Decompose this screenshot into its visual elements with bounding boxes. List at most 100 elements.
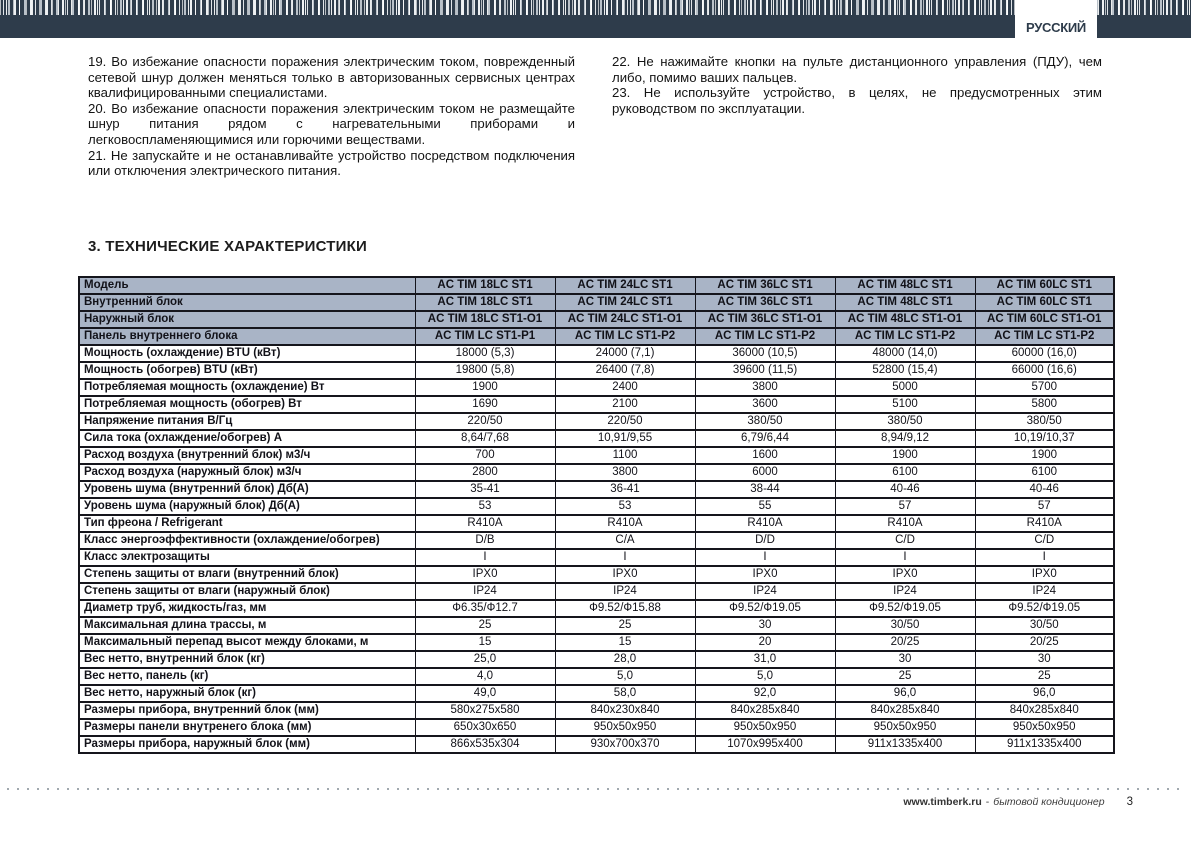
footer-separator: - (985, 796, 990, 808)
spec-value-cell: 53 (414, 497, 556, 516)
spec-value-cell: 5800 (974, 395, 1115, 414)
spec-value-cell: 30/50 (834, 616, 976, 635)
spec-label-cell: Панель внутреннего блока (78, 327, 416, 346)
spec-value-cell: AC TIM 48LC ST1-O1 (834, 310, 976, 329)
spec-value-cell: 950x50x950 (834, 718, 976, 737)
spec-value-cell: 866x535x304 (414, 735, 556, 754)
spec-row: Мощность (обогрев) BTU (кВт) 19800 (5,8) 2… (78, 361, 1115, 380)
spec-value-cell: 60000 (16,0) (974, 344, 1115, 363)
spec-value-cell: 58,0 (554, 684, 696, 703)
spec-value-cell: 96,0 (974, 684, 1115, 703)
instruction-paragraph: 22. Не нажимайте кнопки на пульте дистан… (612, 54, 1102, 85)
spec-value-cell: 49,0 (414, 684, 556, 703)
spec-value-cell: AC TIM 36LC ST1-O1 (694, 310, 836, 329)
spec-label-cell: Вес нетто, наружный блок (кг) (78, 684, 416, 703)
spec-value-cell: I (554, 548, 696, 567)
spec-value-cell: Ф9.52/Ф19.05 (974, 599, 1115, 618)
spec-value-cell: AC TIM 48LC ST1 (834, 276, 976, 295)
spec-row: Степень защиты от влаги (наружный блок) I… (78, 582, 1115, 601)
spec-value-cell: 52800 (15,4) (834, 361, 976, 380)
spec-value-cell: IPX0 (414, 565, 556, 584)
spec-value-cell: 380/50 (974, 412, 1115, 431)
spec-value-cell: 1100 (554, 446, 696, 465)
spec-value-cell: R410A (834, 514, 976, 533)
spec-label-cell: Мощность (охлаждение) BTU (кВт) (78, 344, 416, 363)
spec-table: Модель AC TIM 18LC ST1 AC TIM 24LC ST1 AC T… (78, 276, 1115, 754)
spec-value-cell: 1900 (974, 446, 1115, 465)
spec-row: Размеры прибора, наружный блок (мм) 866x5… (78, 735, 1115, 754)
footer: www.timberk.ru - бытовой кондиционер 3 (903, 796, 1133, 808)
spec-value-cell: 2100 (554, 395, 696, 414)
spec-value-cell: 24000 (7,1) (554, 344, 696, 363)
spec-value-cell: 30 (694, 616, 836, 635)
language-badge-label: РУССКИЙ (1026, 20, 1086, 35)
spec-value-cell: AC TIM 48LC ST1 (834, 293, 976, 312)
spec-value-cell: C/D (974, 531, 1115, 550)
spec-row: Максимальный перепад высот между блоками… (78, 633, 1115, 652)
spec-value-cell: IP24 (834, 582, 976, 601)
spec-label-cell: Вес нетто, панель (кг) (78, 667, 416, 686)
spec-value-cell: AC TIM 24LC ST1 (554, 276, 696, 295)
spec-value-cell: 36-41 (554, 480, 696, 499)
spec-value-cell: 30/50 (974, 616, 1115, 635)
spec-value-cell: IPX0 (554, 565, 696, 584)
spec-row: Вес нетто, панель (кг) 4,0 5,0 5,0 25 25 (78, 667, 1115, 686)
spec-value-cell: 840x285x840 (974, 701, 1115, 720)
spec-label-cell: Мощность (обогрев) BTU (кВт) (78, 361, 416, 380)
spec-value-cell: 36000 (10,5) (694, 344, 836, 363)
spec-value-cell: 5100 (834, 395, 976, 414)
spec-value-cell: 25 (974, 667, 1115, 686)
spec-table-body: Модель AC TIM 18LC ST1 AC TIM 24LC ST1 AC T… (78, 276, 1115, 754)
spec-value-cell: IP24 (694, 582, 836, 601)
footer-dotted-divider (7, 788, 1184, 790)
spec-value-cell: 92,0 (694, 684, 836, 703)
spec-value-cell: IP24 (414, 582, 556, 601)
spec-label-cell: Максимальный перепад высот между блоками… (78, 633, 416, 652)
spec-label-cell: Потребляемая мощность (обогрев) Вт (78, 395, 416, 414)
spec-row: Уровень шума (внутренний блок) Дб(А) 35-4… (78, 480, 1115, 499)
spec-label-cell: Наружный блок (78, 310, 416, 329)
spec-label-cell: Потребляемая мощность (охлаждение) Вт (78, 378, 416, 397)
spec-label-cell: Тип фреона / Refrigerant (78, 514, 416, 533)
spec-value-cell: AC TIM 18LC ST1 (414, 293, 556, 312)
spec-value-cell: 700 (414, 446, 556, 465)
spec-label-cell: Класс электрозащиты (78, 548, 416, 567)
instruction-paragraph: 19. Во избежание опасности поражения эле… (88, 54, 575, 101)
spec-value-cell: 38-44 (694, 480, 836, 499)
spec-label-cell: Расход воздуха (наружный блок) м3/ч (78, 463, 416, 482)
spec-label-cell: Модель (78, 276, 416, 295)
spec-value-cell: IP24 (554, 582, 696, 601)
spec-row: Мощность (охлаждение) BTU (кВт) 18000 (5,… (78, 344, 1115, 363)
spec-value-cell: 6,79/6,44 (694, 429, 836, 448)
spec-label-cell: Размеры прибора, наружный блок (мм) (78, 735, 416, 754)
instruction-paragraph: 21. Не запускайте и не останавливайте ус… (88, 147, 575, 179)
spec-value-cell: IP24 (974, 582, 1115, 601)
spec-value-cell: 57 (834, 497, 976, 516)
spec-label-cell: Размеры прибора, внутренний блок (мм) (78, 701, 416, 720)
spec-value-cell: I (694, 548, 836, 567)
spec-value-cell: 6000 (694, 463, 836, 482)
spec-value-cell: AC TIM LC ST1-P2 (974, 327, 1115, 346)
spec-value-cell: I (974, 548, 1115, 567)
spec-row: Потребляемая мощность (охлаждение) Вт 190… (78, 378, 1115, 397)
spec-value-cell: C/D (834, 531, 976, 550)
spec-row: Расход воздуха (наружный блок) м3/ч 2800 3… (78, 463, 1115, 482)
spec-value-cell: R410A (694, 514, 836, 533)
spec-value-cell: 40-46 (834, 480, 976, 499)
spec-value-cell: AC TIM 60LC ST1 (974, 293, 1115, 312)
spec-label-cell: Размеры панели внутренего блока (мм) (78, 718, 416, 737)
spec-value-cell: 3800 (554, 463, 696, 482)
header-bar (0, 15, 1191, 38)
spec-value-cell: R410A (974, 514, 1115, 533)
spec-value-cell: 2400 (554, 378, 696, 397)
spec-value-cell: 40-46 (974, 480, 1115, 499)
spec-value-cell: 840x230x840 (554, 701, 696, 720)
section-title: 3. ТЕХНИЧЕСКИЕ ХАРАКТЕРИСТИКИ (88, 238, 367, 255)
spec-value-cell: AC TIM LC ST1-P2 (834, 327, 976, 346)
spec-value-cell: 15 (554, 633, 696, 652)
spec-value-cell: 96,0 (834, 684, 976, 703)
spec-row: Напряжение питания В/Гц 220/50 220/50 380/5… (78, 412, 1115, 431)
spec-value-cell: 6100 (974, 463, 1115, 482)
spec-value-cell: 1690 (414, 395, 556, 414)
